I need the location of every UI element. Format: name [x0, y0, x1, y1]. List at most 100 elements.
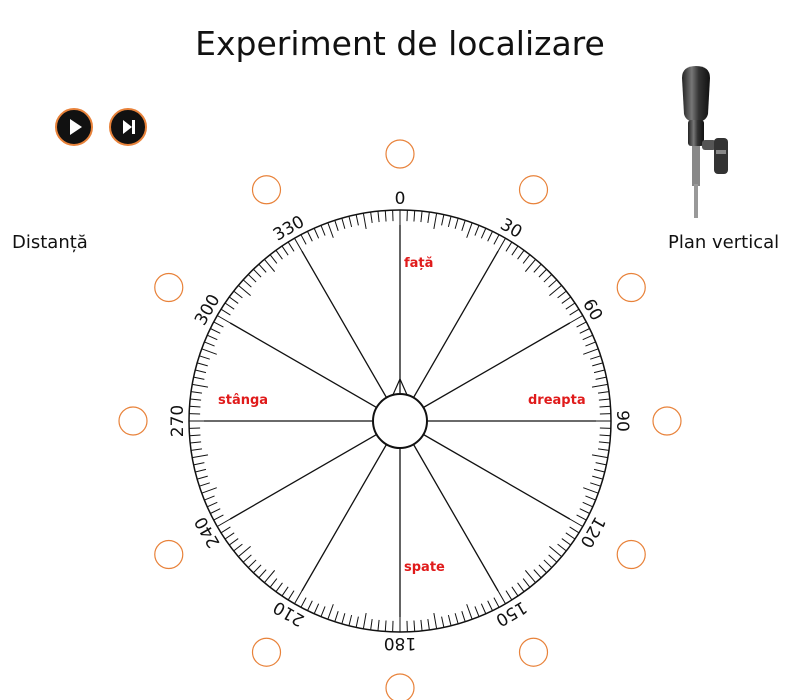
dial-tick: [190, 441, 202, 444]
response-option-270[interactable]: [118, 406, 148, 436]
dial-tick: [505, 590, 513, 601]
dial-tick: [201, 348, 217, 355]
degree-label: 0: [395, 189, 406, 209]
dial-tick: [549, 284, 562, 297]
dial-tick: [593, 468, 605, 473]
dial-tick: [497, 238, 506, 253]
dial-tick: [493, 234, 500, 245]
dial-tick: [591, 383, 608, 388]
dial-tick: [474, 225, 480, 236]
dial-tick: [370, 211, 373, 224]
degree-label: 120: [575, 513, 609, 551]
dial-tick: [579, 328, 590, 334]
dial-spoke: [229, 420, 401, 520]
dial-spoke: [399, 322, 571, 422]
response-option-60[interactable]: [616, 272, 646, 303]
response-option-150[interactable]: [518, 637, 549, 667]
dial-tick: [190, 398, 202, 401]
response-option-240[interactable]: [154, 539, 184, 570]
dial-tick: [207, 334, 218, 341]
dial-tick: [384, 620, 387, 632]
dial-tick: [258, 569, 267, 579]
dial-tick: [461, 611, 466, 622]
dial-tick: [370, 618, 373, 631]
dial-tick: [355, 214, 359, 226]
dial-tick: [447, 614, 452, 626]
dial-tick: [533, 569, 542, 579]
dial-tick: [548, 554, 558, 563]
dial-tick: [320, 225, 326, 236]
dial-tick: [433, 213, 438, 230]
dial-tick: [258, 263, 267, 273]
dial-tick: [233, 290, 243, 299]
dial-tick: [524, 570, 537, 583]
response-option-300[interactable]: [154, 272, 184, 303]
dial-tick: [568, 315, 583, 324]
dial-tick: [583, 487, 599, 494]
dial-tick: [598, 398, 610, 401]
vertical-plane-label: Plan vertical: [668, 232, 780, 253]
dial-tick: [377, 211, 380, 223]
dial-tick: [210, 508, 221, 514]
dial-tick: [192, 454, 209, 459]
dial-tick: [569, 308, 580, 316]
dial-tick: [454, 218, 459, 229]
response-option-180[interactable]: [385, 673, 415, 700]
dial-tick: [217, 315, 232, 324]
dial-tick: [427, 618, 430, 631]
direction-label-back: spate: [404, 560, 445, 575]
dial-tick: [598, 441, 610, 444]
dial-tick: [362, 213, 367, 230]
dial-tick: [220, 526, 231, 534]
dial-tick: [210, 328, 221, 334]
dial-tick: [189, 434, 201, 437]
dial-tick: [189, 405, 201, 408]
dial-tick: [480, 603, 487, 614]
dial-tick: [576, 514, 587, 521]
dial-tick: [454, 613, 459, 624]
dial-tick: [511, 245, 519, 256]
response-option-120[interactable]: [616, 539, 646, 570]
dial-tick: [441, 214, 445, 226]
dial-tick: [190, 391, 203, 394]
dial-tick: [313, 228, 320, 239]
dial-tick: [413, 210, 416, 222]
dial-spoke: [399, 420, 499, 592]
response-option-210[interactable]: [251, 637, 282, 667]
listener-head: [372, 393, 428, 449]
dial-tick: [263, 570, 276, 583]
dial-tick: [505, 241, 513, 252]
dial-spokes: [204, 225, 596, 617]
response-option-90[interactable]: [652, 406, 682, 436]
dial-tick: [294, 589, 303, 604]
response-option-30[interactable]: [518, 175, 549, 205]
degree-label: 90: [612, 410, 632, 432]
dial-tick: [487, 231, 493, 242]
dial-tick: [590, 355, 601, 360]
dial-tick: [300, 597, 307, 608]
response-option-330[interactable]: [251, 175, 282, 205]
microphone-icon: [682, 66, 728, 218]
dial-tick: [217, 518, 232, 527]
dial-tick: [568, 518, 583, 527]
response-options: [118, 139, 682, 700]
dial-tick: [420, 211, 423, 223]
dial-tick: [583, 348, 599, 355]
dial-tick: [192, 383, 209, 388]
dial-tick: [593, 369, 605, 374]
dial-tick: [543, 559, 553, 568]
dial-tick: [493, 597, 500, 608]
skip-next-button[interactable]: [109, 108, 147, 146]
dial-tick: [307, 231, 313, 242]
dial-tick: [348, 614, 353, 626]
dial-tick: [313, 603, 320, 614]
response-option-0[interactable]: [385, 139, 415, 169]
dial-tick: [300, 234, 307, 245]
dial-tick: [233, 543, 243, 552]
dial-tick: [253, 564, 262, 574]
dial-tick: [229, 538, 239, 546]
dial-tick: [466, 604, 473, 620]
dial-tick: [263, 259, 276, 272]
play-button[interactable]: [55, 108, 93, 146]
